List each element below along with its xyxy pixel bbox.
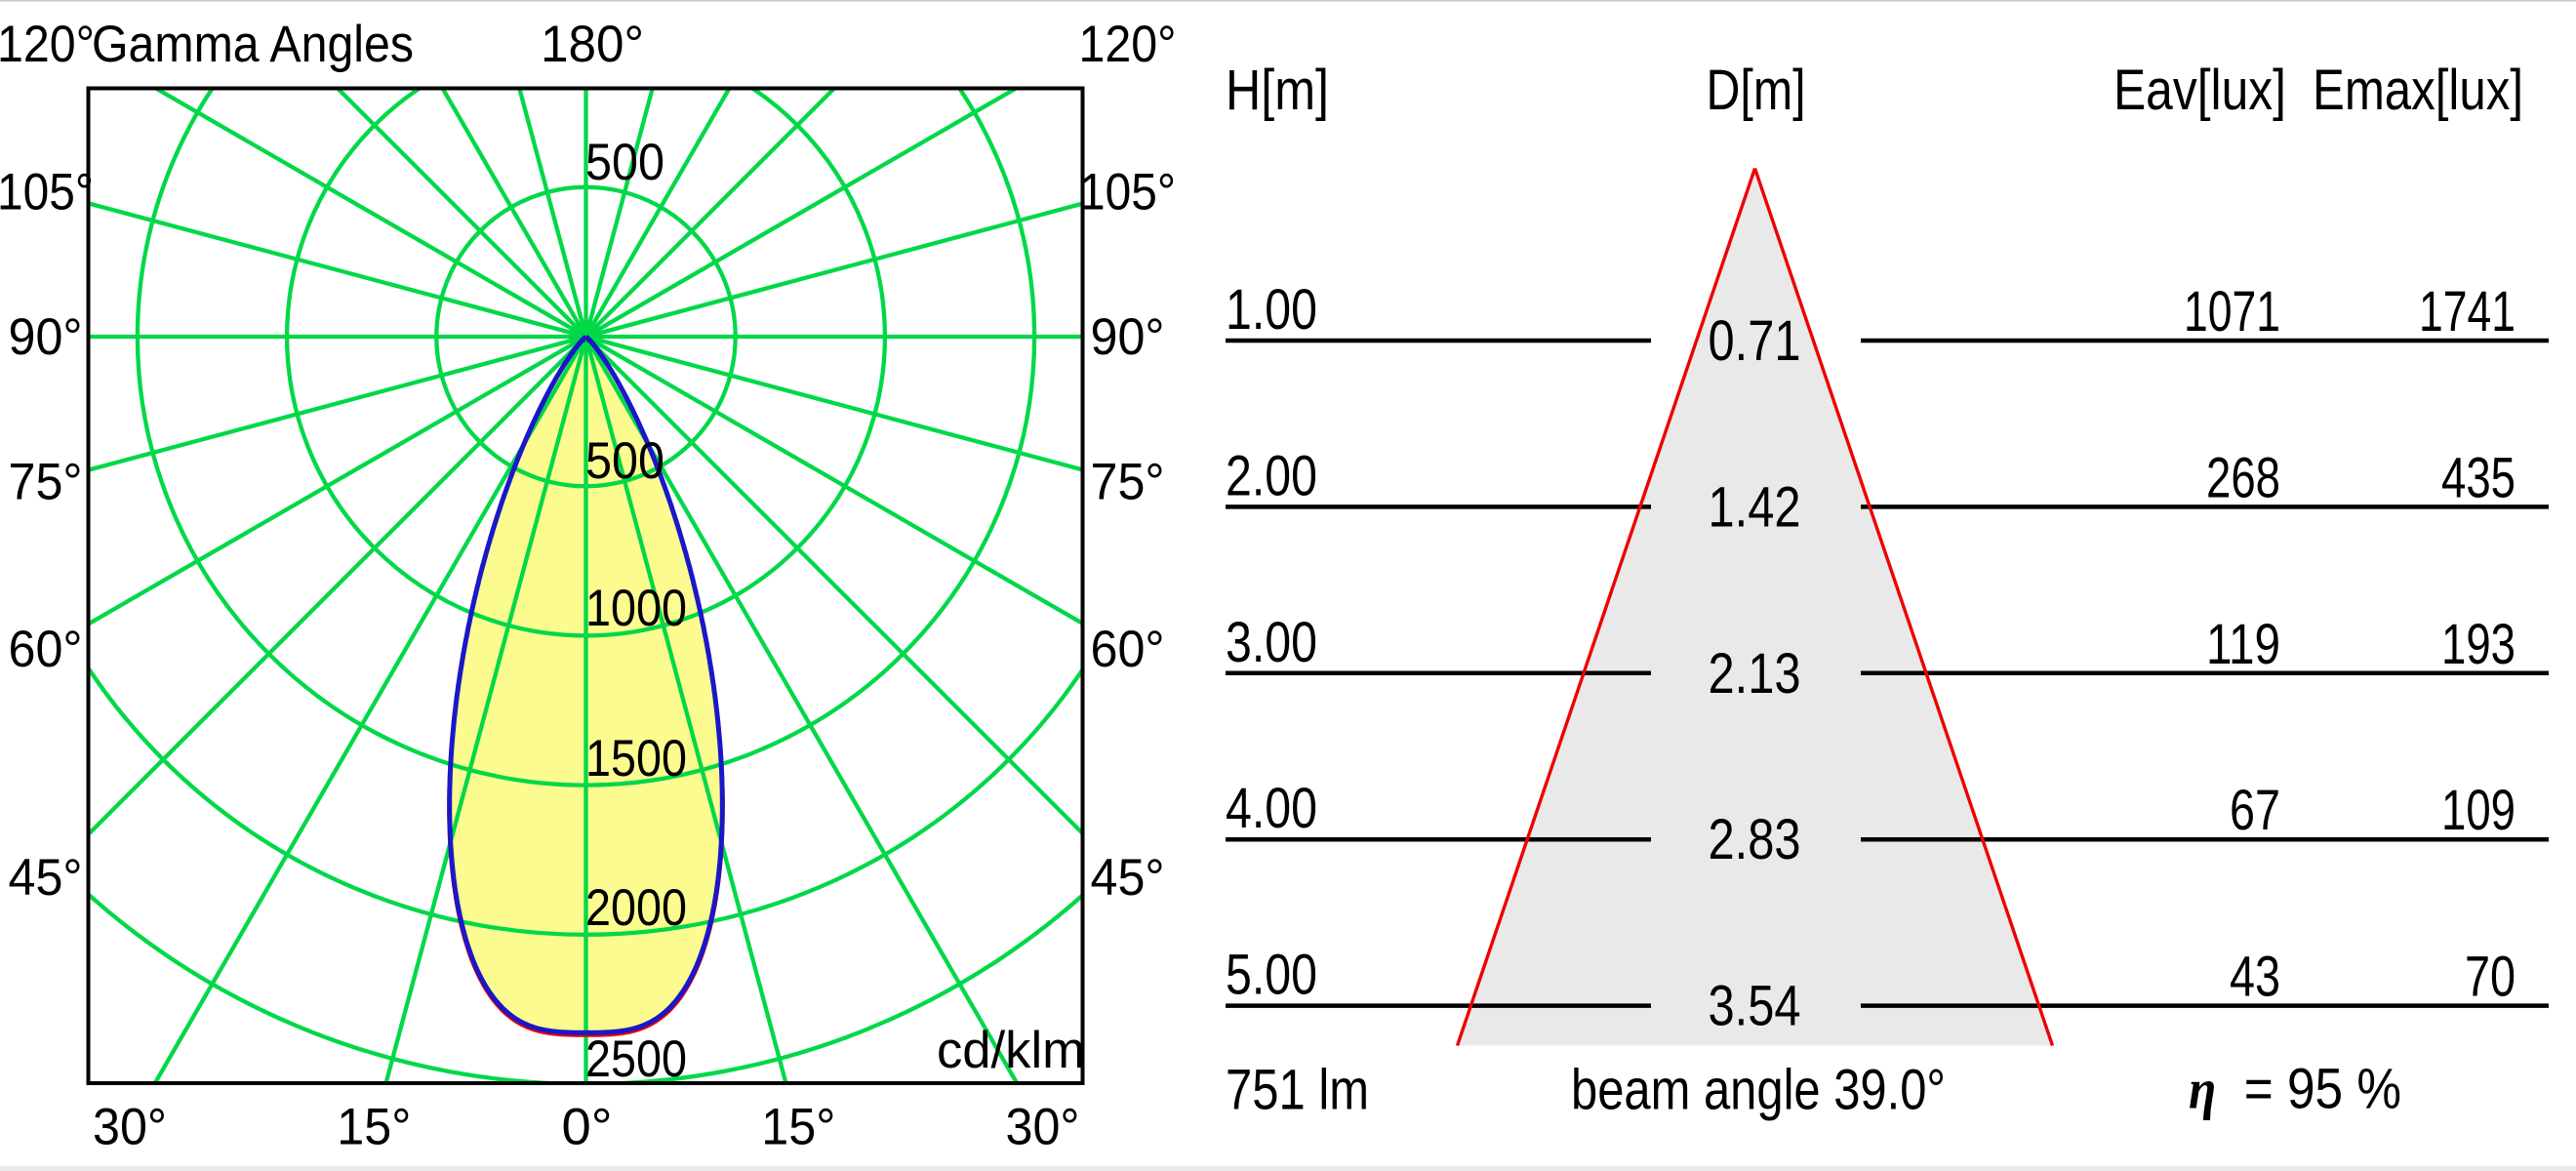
svg-text:1.42: 1.42 [1709,475,1801,539]
svg-text:500: 500 [585,134,664,191]
svg-text:0.71: 0.71 [1709,309,1801,373]
svg-text:η = 95 %: η = 95 % [2189,1058,2401,1121]
svg-text:75°: 75° [1091,454,1165,511]
svg-text:1500: 1500 [585,730,687,787]
svg-text:4.00: 4.00 [1226,777,1317,840]
svg-text:1741: 1741 [2419,280,2516,343]
svg-text:180°: 180° [541,16,644,73]
svg-text:3.00: 3.00 [1226,611,1317,674]
svg-text:67: 67 [2230,779,2280,842]
svg-text:90°: 90° [1091,308,1165,366]
svg-text:45°: 45° [9,849,83,907]
svg-text:D[m]: D[m] [1707,59,1806,122]
svg-text:435: 435 [2441,446,2516,509]
svg-text:60°: 60° [1091,621,1165,678]
svg-text:90°: 90° [9,308,83,366]
svg-text:30°: 30° [1006,1098,1080,1155]
svg-text:120°: 120° [1079,16,1177,73]
svg-text:1.00: 1.00 [1226,278,1317,342]
svg-text:3.54: 3.54 [1709,975,1801,1038]
svg-text:H[m]: H[m] [1226,59,1329,122]
svg-text:2.13: 2.13 [1709,642,1801,706]
svg-text:1071: 1071 [2184,280,2280,343]
svg-text:193: 193 [2441,613,2516,676]
svg-text:120°: 120° [0,16,95,73]
svg-text:105°: 105° [0,164,94,222]
svg-text:Eav[lux]: Eav[lux] [2113,59,2286,122]
svg-text:268: 268 [2206,446,2280,509]
svg-text:2500: 2500 [585,1030,687,1088]
svg-text:105°: 105° [1079,164,1176,222]
svg-text:cd/klm: cd/klm [937,1022,1085,1079]
svg-text:2.83: 2.83 [1709,808,1801,871]
svg-text:0°: 0° [562,1098,613,1155]
svg-text:751 lm: 751 lm [1226,1059,1369,1122]
svg-text:Emax[lux]: Emax[lux] [2313,59,2523,122]
svg-text:30°: 30° [93,1098,167,1155]
svg-text:15°: 15° [761,1098,835,1155]
svg-text:2000: 2000 [585,879,687,937]
svg-text:5.00: 5.00 [1226,944,1317,1007]
svg-text:43: 43 [2230,946,2280,1009]
svg-text:109: 109 [2441,779,2516,842]
svg-text:1000: 1000 [585,580,687,637]
svg-text:45°: 45° [1091,849,1165,907]
svg-text:2.00: 2.00 [1226,444,1317,507]
svg-text:15°: 15° [337,1098,411,1155]
svg-text:60°: 60° [9,621,83,678]
svg-text:Gamma Angles: Gamma Angles [92,16,414,73]
svg-text:beam angle 39.0°: beam angle 39.0° [1571,1059,1946,1122]
svg-text:70: 70 [2465,946,2516,1009]
svg-text:500: 500 [585,432,664,490]
svg-text:75°: 75° [9,454,83,511]
svg-text:119: 119 [2206,613,2280,676]
